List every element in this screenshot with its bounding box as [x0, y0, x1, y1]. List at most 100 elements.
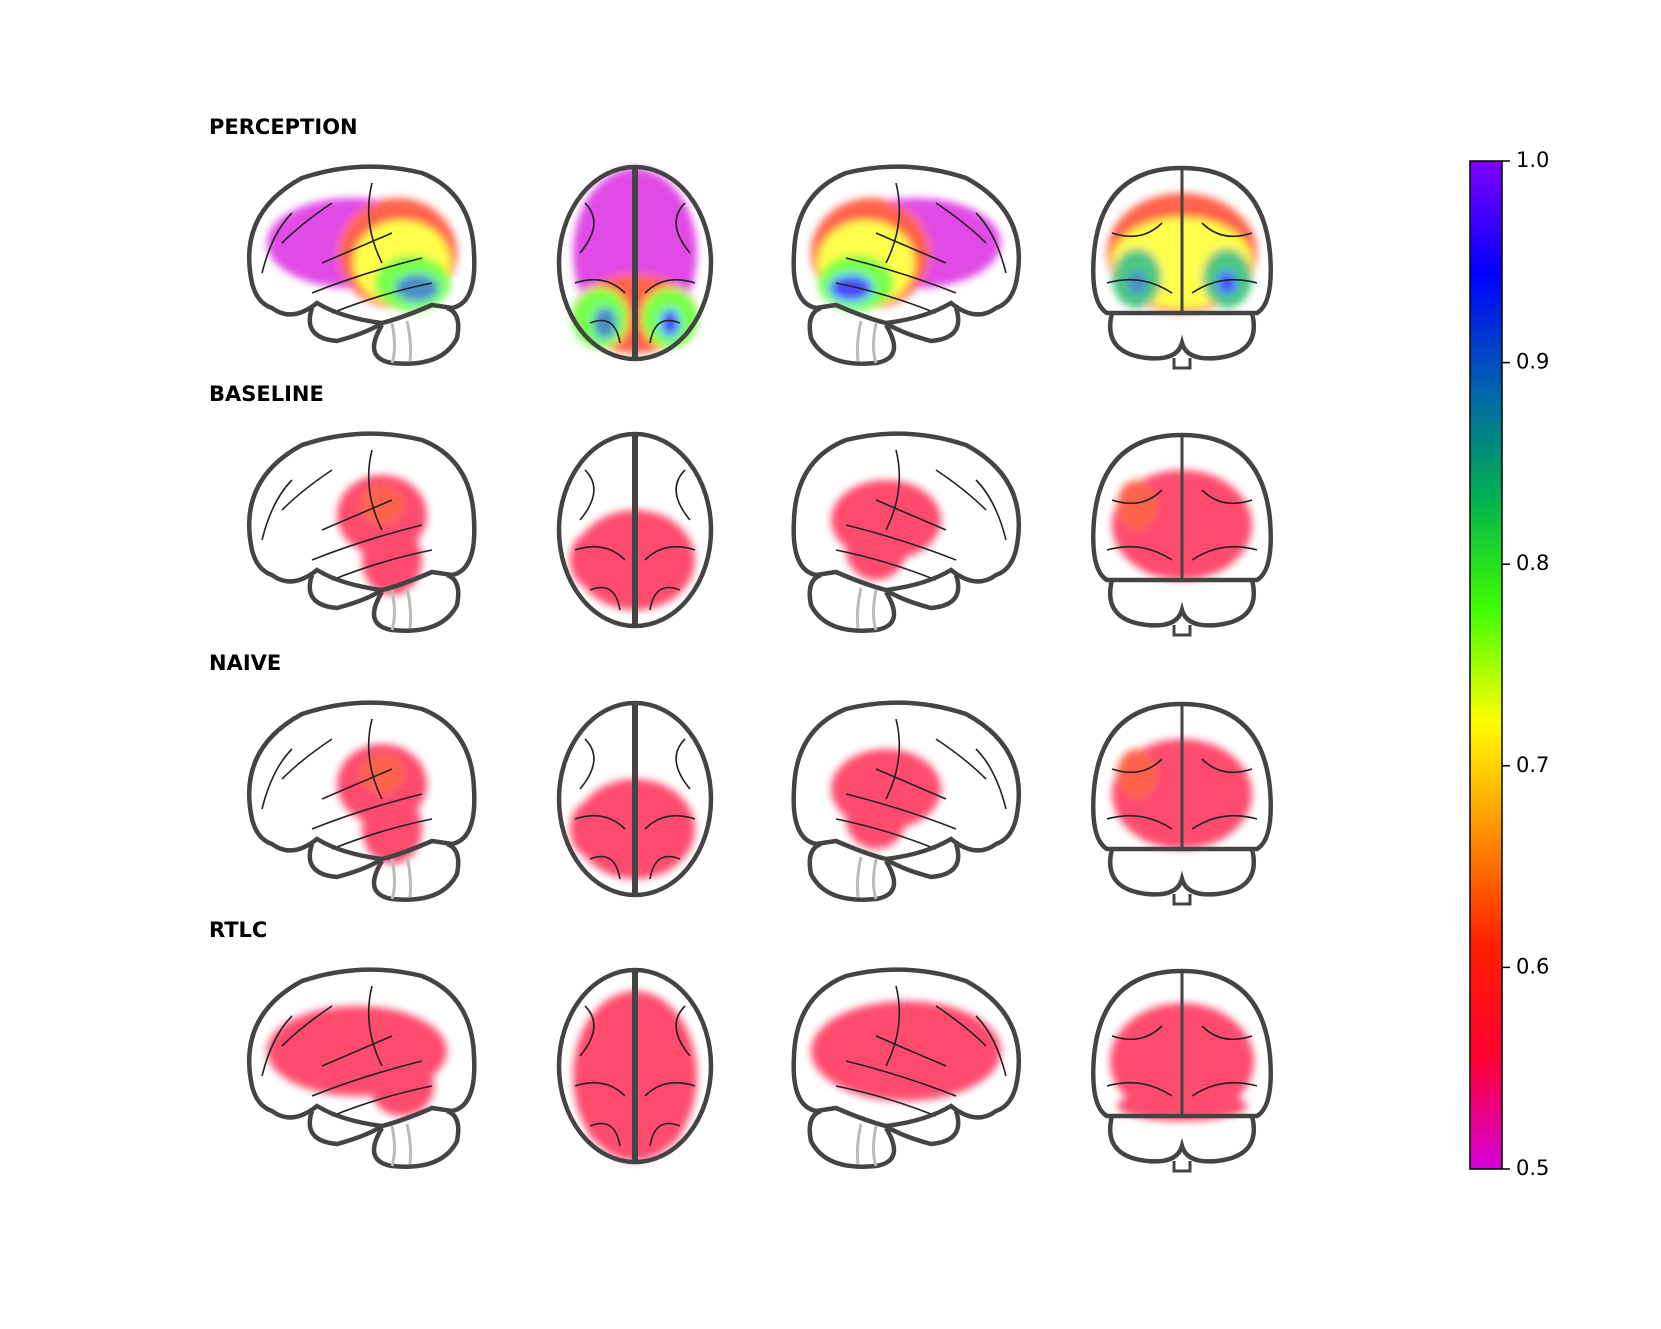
brainstem	[1172, 435, 1192, 637]
cerebellum	[807, 572, 897, 633]
brain-outline	[246, 967, 477, 1129]
activation-blob	[846, 789, 906, 849]
brain-view	[246, 700, 477, 902]
tick-label: 0.5	[1516, 1156, 1549, 1180]
brain-outline	[246, 700, 477, 862]
brain-view	[556, 164, 714, 362]
cerebellum	[371, 572, 461, 633]
colorbar	[1469, 160, 1503, 1170]
cerebellum	[371, 305, 461, 366]
brainstem	[390, 320, 413, 364]
brain-outline	[246, 431, 477, 593]
activation-blob	[1217, 271, 1237, 295]
activation-blob	[1117, 480, 1157, 530]
sulcus	[261, 718, 433, 850]
brain-view	[791, 164, 1022, 366]
sulcus	[835, 718, 1007, 850]
temporal-lobe	[307, 1110, 384, 1147]
brain-outline	[791, 431, 1022, 593]
brainstem	[855, 1123, 878, 1167]
sulcus	[1106, 222, 1258, 294]
cerebellum	[1108, 1115, 1256, 1164]
row-title: PERCEPTION	[209, 115, 358, 139]
brain-view	[1091, 968, 1273, 1173]
tick-label: 0.6	[1516, 954, 1549, 978]
activation	[267, 1006, 447, 1116]
brain-view	[556, 967, 714, 1165]
activation	[811, 198, 1001, 311]
activation-blob	[570, 799, 620, 859]
brainstem	[390, 587, 413, 631]
activation-blob	[1127, 271, 1147, 295]
brain-view	[1091, 432, 1273, 637]
activation-blob	[1117, 749, 1157, 799]
cerebellum	[1108, 848, 1256, 897]
temporal-lobe	[884, 307, 961, 344]
brain-view	[556, 431, 714, 629]
sulcus	[574, 738, 696, 880]
activation	[811, 1001, 1001, 1101]
cerebellum	[807, 305, 897, 366]
sulcus	[835, 985, 1007, 1117]
activation-blob	[660, 309, 680, 337]
activation	[831, 480, 941, 580]
row-title: RTLC	[209, 918, 267, 942]
cerebellum	[1108, 579, 1256, 628]
temporal-lobe	[307, 843, 384, 880]
sulcus	[261, 182, 433, 314]
sulcus	[835, 449, 1007, 581]
brainstem	[855, 856, 878, 900]
cerebellum	[371, 841, 461, 902]
tick-label: 0.7	[1516, 753, 1549, 777]
activation	[337, 744, 427, 864]
brain-outline	[791, 164, 1022, 326]
brain-view	[791, 431, 1022, 633]
brain-view	[1091, 701, 1273, 906]
activation	[831, 749, 941, 849]
activation-blob	[811, 1001, 1001, 1101]
activation-blob	[352, 1016, 432, 1076]
sulcus	[261, 449, 433, 581]
brain-view	[1091, 165, 1273, 370]
activation	[337, 475, 427, 595]
brainstem	[1172, 971, 1192, 1173]
activation-blob	[829, 274, 873, 302]
brain-view	[791, 700, 1022, 902]
activation-blob	[593, 307, 617, 339]
brainstem	[855, 587, 878, 631]
brainstem	[855, 320, 878, 364]
temporal-lobe	[307, 307, 384, 344]
brainstem	[1172, 704, 1192, 906]
brain-outline	[791, 967, 1022, 1129]
temporal-lobe	[307, 574, 384, 611]
activation	[267, 198, 457, 311]
brain-outline	[791, 700, 1022, 862]
brainstem	[1172, 168, 1192, 370]
brainstem	[390, 856, 413, 900]
sulcus	[835, 182, 1007, 314]
brain-outline	[246, 164, 477, 326]
activation-blob	[395, 274, 439, 302]
sulcus	[574, 469, 696, 611]
brain-view	[246, 967, 477, 1169]
brainstem	[390, 1123, 413, 1167]
cerebellum	[1108, 312, 1256, 361]
brain-view	[791, 967, 1022, 1169]
sulcus	[574, 1005, 696, 1147]
cerebellum	[371, 1108, 461, 1169]
sulcus	[1106, 489, 1258, 561]
sulcus	[1106, 758, 1258, 830]
brain-view	[246, 164, 477, 366]
row-title: BASELINE	[209, 382, 324, 406]
brain-view	[246, 431, 477, 633]
activation-blob	[846, 520, 906, 580]
activation-blob	[570, 530, 620, 590]
sulcus	[1106, 1025, 1258, 1097]
brain-view	[556, 700, 714, 898]
temporal-lobe	[884, 843, 961, 880]
row-title: NAIVE	[209, 651, 281, 675]
temporal-lobe	[884, 574, 961, 611]
cerebellum	[807, 841, 897, 902]
